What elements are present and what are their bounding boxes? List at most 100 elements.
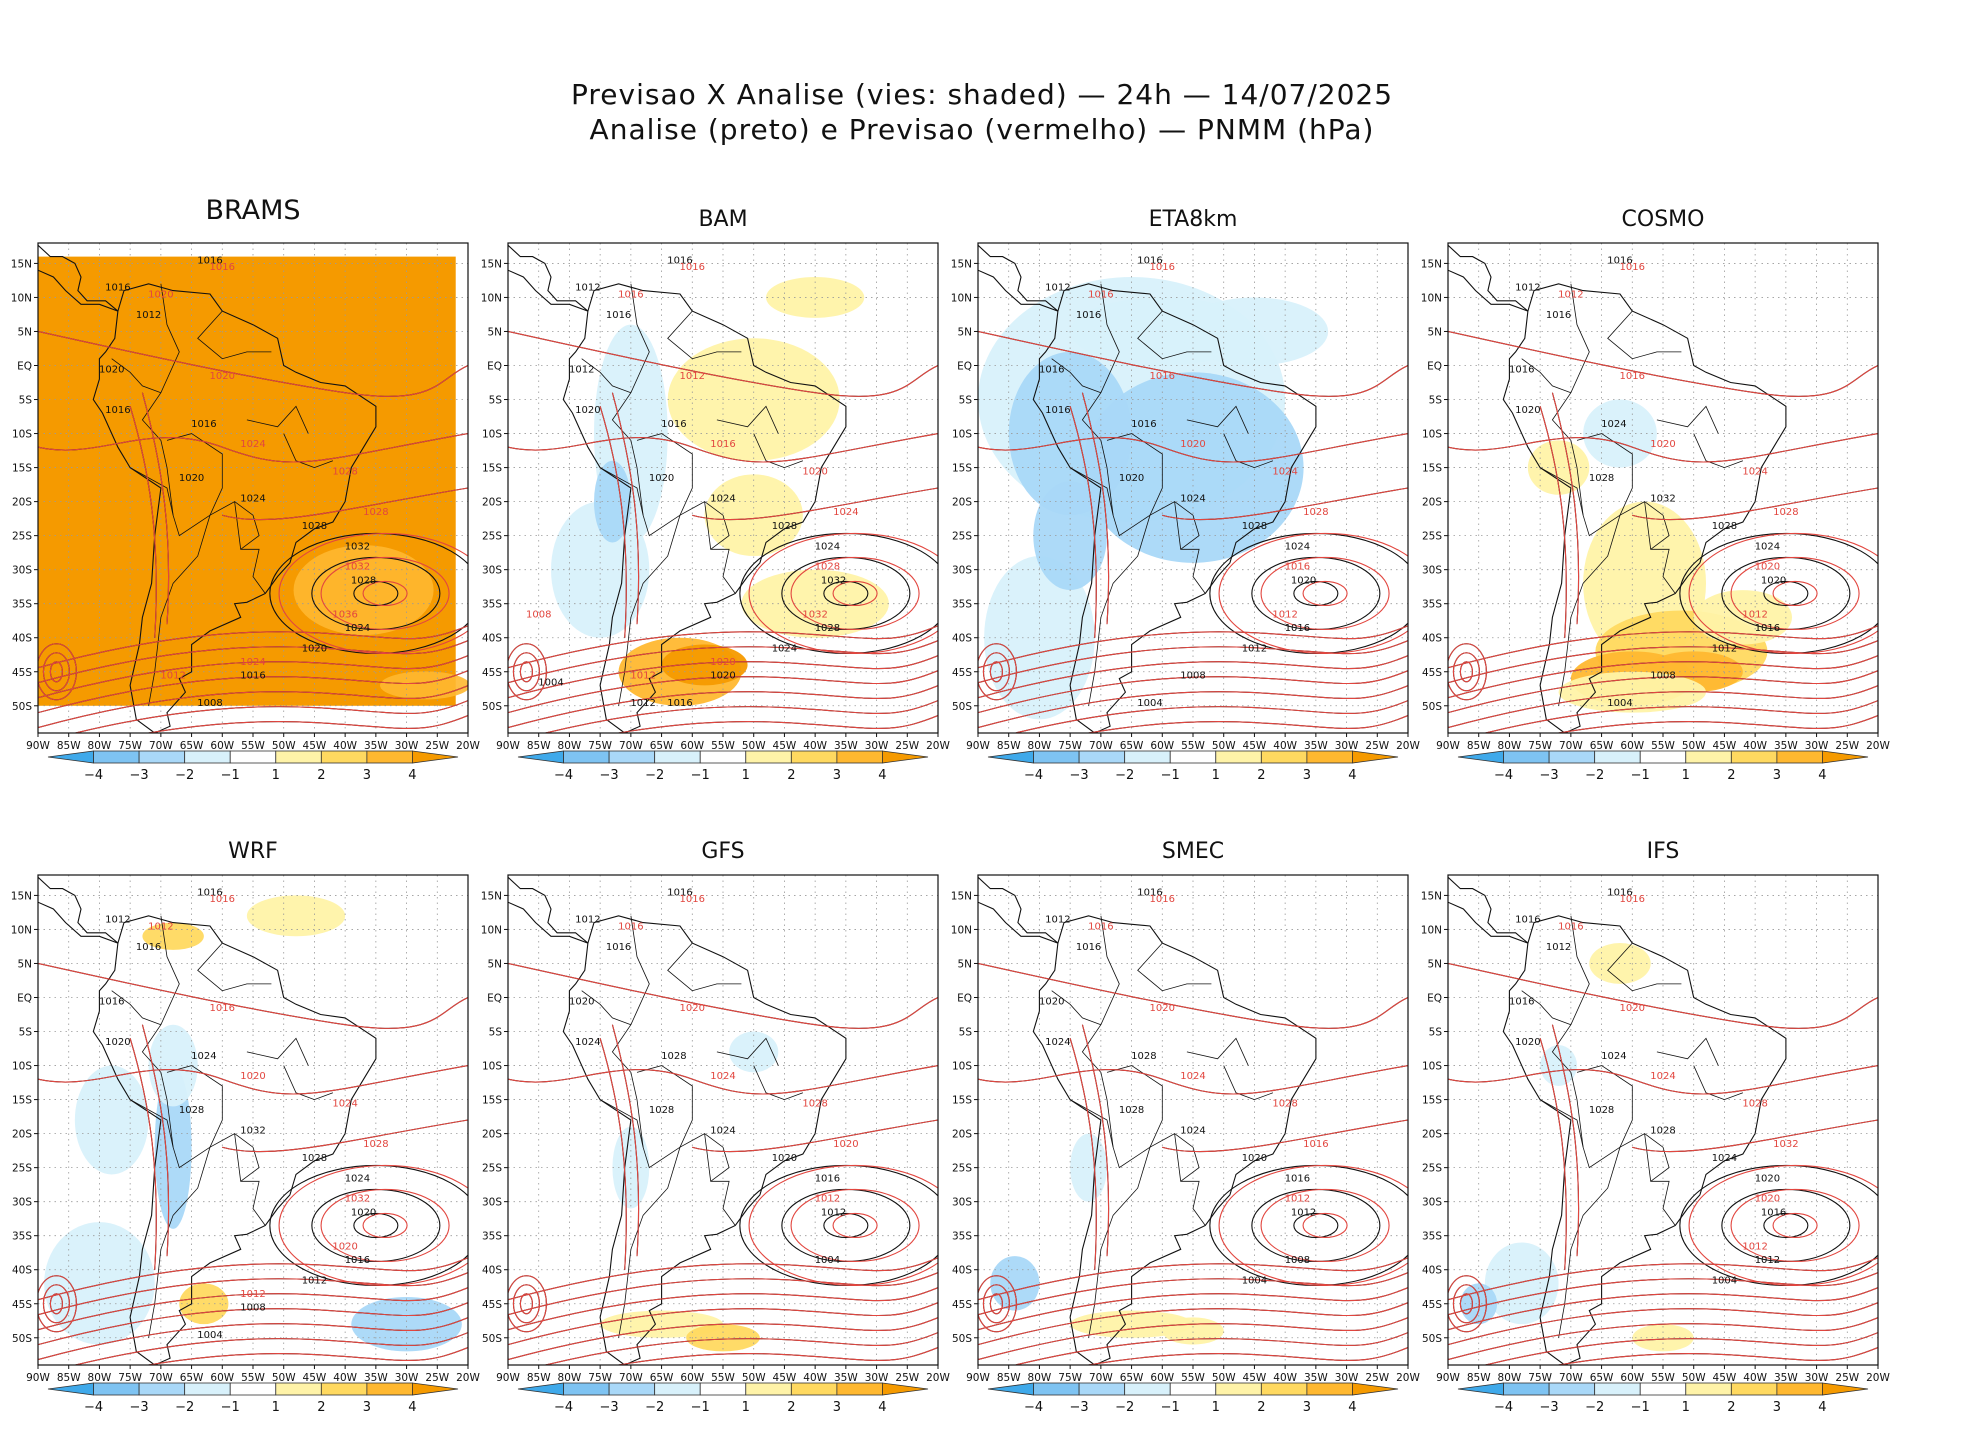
lat-tick-label: 30S [12,565,32,577]
colorbar-tick-label: −4 [1494,768,1513,783]
lat-tick-label: 5N [957,326,972,338]
lat-tick-label: 50S [1422,701,1442,713]
isobar-label-analysis: 1016 [1515,915,1540,926]
isobars-forecast [508,330,938,733]
lat-tick-label: 40S [1422,633,1442,645]
lon-tick-label: 30W [865,1372,889,1384]
colorbar-bin [93,750,140,764]
isobar-label-analysis: 1012 [821,1207,846,1218]
lat-tick-label: EQ [487,993,502,1005]
isobar-label-forecast: 1016 [1285,562,1310,573]
colorbar: −4 −3 −2 −1 1 2 3 4 [987,750,1399,783]
isobars-forecast [38,330,468,733]
isobar-label-analysis: 1020 [351,1207,376,1218]
isobar-label-analysis: 1024 [815,541,840,552]
lon-tick-label: 75W [1528,1372,1552,1384]
isobar-label-forecast: 1016 [1150,894,1175,905]
isobar-label-analysis: 1016 [1285,623,1310,634]
isobar-label-analysis: 1024 [772,643,797,654]
country-border [111,990,162,1026]
lat-tick-label: 35S [482,1231,502,1243]
lat-tick-label: 5S [489,1027,503,1039]
isobar-label-analysis: 1008 [1285,1255,1310,1266]
bias-shading [741,569,889,638]
isobar-label-forecast: 1012 [1742,609,1767,620]
country-border [1186,405,1249,434]
lon-tick-label: 25W [425,1372,449,1384]
lon-tick-label: 60W [1150,740,1174,752]
lat-tick-label: 30S [1422,565,1442,577]
lon-tick-label: 50W [1682,1372,1706,1384]
country-border [246,405,309,434]
colorbar-bin [1078,1382,1126,1396]
isobar-label-analysis: 1024 [240,494,265,505]
colorbar-tick-label: 3 [363,768,371,783]
lon-tick-label: 45W [1243,740,1267,752]
isobar-label-analysis: 1012 [105,915,130,926]
isobar-label-forecast: 1020 [680,1003,705,1014]
country-border [246,1037,309,1066]
lon-tick-label: 65W [1120,740,1144,752]
isobar-label-analysis: 1020 [1515,405,1540,416]
lon-tick-label: 85W [527,1372,551,1384]
colorbar-tick-label: −3 [130,1400,149,1415]
isobar-label-forecast: 1016 [210,894,235,905]
lon-tick-label: 55W [711,740,735,752]
colorbar-bin [987,1382,1034,1396]
country-border [111,358,162,394]
isobar-label-forecast: 1032 [345,1194,370,1205]
isobar-label-forecast: 1020 [1755,1194,1780,1205]
isobar-label-forecast: 1012 [1285,1194,1310,1205]
lat-tick-label: 25S [952,1163,972,1175]
isobar-label-forecast: 1012 [630,671,655,682]
figure-title-line1: Previsao X Analise (vies: shaded) — 24h … [570,78,1394,111]
isobar-label-analysis: 1020 [1515,1037,1540,1048]
colorbar-tick-label: 1 [1682,768,1690,783]
isobar-label-forecast: 1016 [710,439,735,450]
lat-tick-label: 5S [19,1027,33,1039]
isobar-label-analysis: 1016 [1039,364,1064,375]
lat-tick-label: 15S [482,463,502,475]
country-border [599,467,644,516]
isobar-label-forecast: 1012 [815,1194,840,1205]
map-svg: 1016 1012 1016 1020 1024 1028 1028 1024 1020 1016… [951,874,1420,1415]
country-border [1656,1037,1719,1066]
colorbar: −4 −3 −2 −1 1 2 3 4 [987,1382,1399,1415]
coastline [1502,283,1787,733]
isobar-label-forecast: 1028 [332,466,357,477]
isobar-label-analysis: 1016 [1131,419,1156,430]
isobar-label-analysis: 1028 [179,1105,204,1116]
isobar-label-forecast: 1032 [802,609,827,620]
lat-tick-label: EQ [17,361,32,373]
panel-title: SMEC [1161,839,1225,864]
colorbar-tick-label: −1 [1161,768,1180,783]
lon-tick-label: 50W [742,1372,766,1384]
isobar-label-forecast: 1028 [363,507,388,518]
lat-tick-label: 5N [487,958,502,970]
isobar-label-analysis: 1004 [1607,698,1632,709]
isobar-label-analysis: 1016 [1045,405,1070,416]
country-border [197,310,272,360]
country-border [1106,1065,1163,1148]
country-border [1051,358,1102,394]
colorbar-tick-label: 3 [363,1400,371,1415]
colorbar-bin [517,1382,564,1396]
lon-tick-label: 35W [364,1372,388,1384]
colorbar-tick-label: 1 [1212,1400,1220,1415]
colorbar-bin [790,1382,838,1396]
colorbar-bin [745,1382,792,1396]
bias-shading [594,460,631,543]
lat-tick-label: 20S [1422,497,1442,509]
lon-tick-label: 50W [272,1372,296,1384]
lon-tick-label: 40W [1273,740,1297,752]
country-border [581,358,632,394]
coastline [1032,915,1317,1365]
colorbar: −4 −3 −2 −1 1 2 3 4 [517,750,929,783]
lat-tick-label: 5N [17,958,32,970]
lat-tick-label: 15N [1421,258,1442,270]
colorbar-tick-label: −2 [1585,768,1604,783]
colorbar-bin [745,750,792,764]
lon-tick-label: 55W [1651,1372,1675,1384]
lon-tick-label: 75W [1058,740,1082,752]
lat-tick-label: 10S [1422,429,1442,441]
